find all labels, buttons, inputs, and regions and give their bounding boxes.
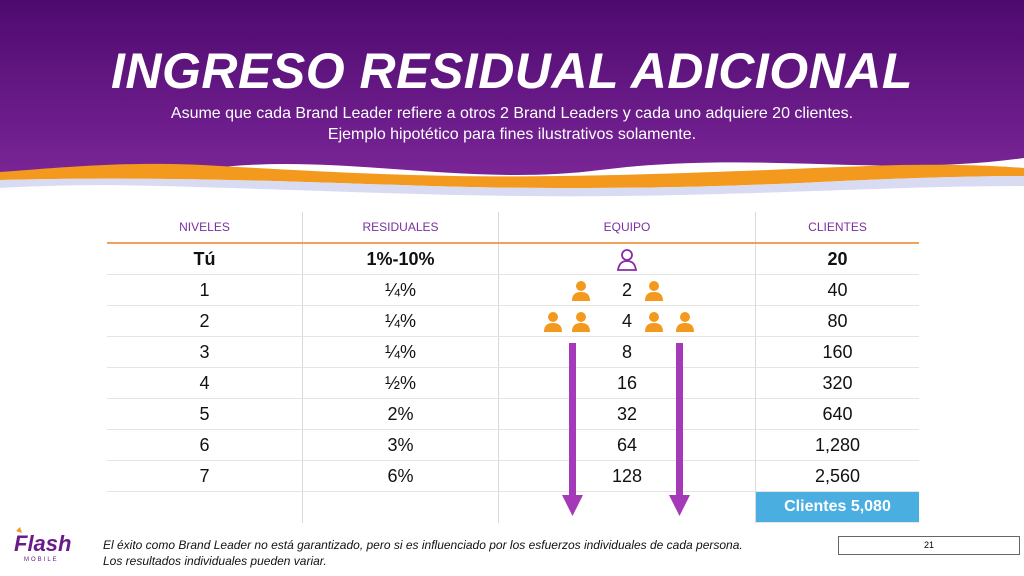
table-row: 1 ¼% 2 40 [107, 274, 919, 306]
cell-clientes: 640 [755, 398, 919, 430]
person-outline-icon [616, 249, 638, 271]
header-equipo: EQUIPO [498, 212, 756, 244]
cell-nivel: Tú [107, 243, 303, 275]
person-icon [676, 312, 694, 332]
page-title: INGRESO RESIDUAL ADICIONAL [111, 43, 913, 99]
cell-residual: 3% [302, 429, 499, 461]
header-banner: INGRESO RESIDUAL ADICIONAL Asume que cad… [0, 0, 1024, 200]
person-icon [572, 312, 590, 332]
subtitle-line-1: Asume que cada Brand Leader refiere a ot… [170, 105, 854, 122]
cell-equipo: 8 [498, 336, 756, 368]
table-row: 5 2% 32 640 [107, 398, 919, 430]
cell-empty [302, 491, 499, 523]
person-icon [572, 281, 590, 301]
cell-clientes: 20 [755, 243, 919, 275]
svg-text:Flash: Flash [14, 531, 71, 556]
header-niveles: NIVELES [107, 212, 303, 244]
disclaimer-line-2: Los resultados individuales pueden varia… [103, 554, 327, 568]
logo-mark: Flash MOBILE [14, 527, 71, 563]
flash-mobile-logo: Flash MOBILE [12, 527, 82, 568]
cell-equipo [498, 243, 756, 275]
cell-equipo: 2 [498, 274, 756, 306]
cell-nivel: 5 [107, 398, 303, 430]
cell-residual: 2% [302, 398, 499, 430]
cell-empty [498, 491, 756, 523]
cell-nivel: 3 [107, 336, 303, 368]
cell-clientes: 2,560 [755, 460, 919, 492]
cell-equipo: 16 [498, 367, 756, 399]
cell-nivel: 1 [107, 274, 303, 306]
cell-residual: 6% [302, 460, 499, 492]
table-row: Tú 1%-10% 20 [107, 243, 919, 275]
cell-nivel: 7 [107, 460, 303, 492]
cell-clientes: 80 [755, 305, 919, 337]
cell-equipo: 128 [498, 460, 756, 492]
person-icon [645, 312, 663, 332]
disclaimer: El éxito como Brand Leader no está garan… [103, 537, 743, 569]
table-row: 7 6% 128 2,560 [107, 460, 919, 492]
cell-residual: ½% [302, 367, 499, 399]
cell-equipo-value: 2 [621, 279, 632, 300]
cell-residual: ¼% [302, 274, 499, 306]
table-header-row: NIVELES RESIDUALES EQUIPO CLIENTES [107, 212, 919, 244]
table-row: 6 3% 64 1,280 [107, 429, 919, 461]
person-icon [645, 281, 663, 301]
cell-clientes: 320 [755, 367, 919, 399]
cell-nivel: 6 [107, 429, 303, 461]
cell-clientes: 1,280 [755, 429, 919, 461]
subtitle-line-2: Ejemplo hipotético para fines ilustrativ… [327, 126, 697, 143]
svg-text:MOBILE: MOBILE [24, 557, 59, 563]
page-number: 21 [923, 540, 934, 550]
cell-equipo: 4 [498, 305, 756, 337]
cell-nivel: 2 [107, 305, 303, 337]
cell-residual: ¼% [302, 305, 499, 337]
cell-nivel: 4 [107, 367, 303, 399]
cell-clientes: 160 [755, 336, 919, 368]
disclaimer-line-1: El éxito como Brand Leader no está garan… [103, 538, 743, 552]
table-row: 3 ¼% 8 160 [107, 336, 919, 368]
table-row: 4 ½% 16 320 [107, 367, 919, 399]
person-icon [544, 312, 562, 332]
cell-empty [107, 491, 303, 523]
cell-equipo: 32 [498, 398, 756, 430]
cell-residual: 1%-10% [302, 243, 499, 275]
header-background [0, 0, 1024, 197]
cell-equipo: 64 [498, 429, 756, 461]
cell-clientes: 40 [755, 274, 919, 306]
total-clients-badge: Clientes 5,080 [755, 491, 919, 523]
table-total-row: Clientes 5,080 [107, 491, 919, 523]
table-row: 2 ¼% 4 80 [107, 305, 919, 337]
header-residuales: RESIDUALES [302, 212, 499, 244]
cell-residual: ¼% [302, 336, 499, 368]
header-clientes: CLIENTES [755, 212, 919, 244]
residual-table: NIVELES RESIDUALES EQUIPO CLIENTES Tú 1%… [107, 212, 919, 523]
cell-equipo-value: 4 [621, 310, 632, 331]
page-number-box: 21 [838, 536, 1020, 555]
